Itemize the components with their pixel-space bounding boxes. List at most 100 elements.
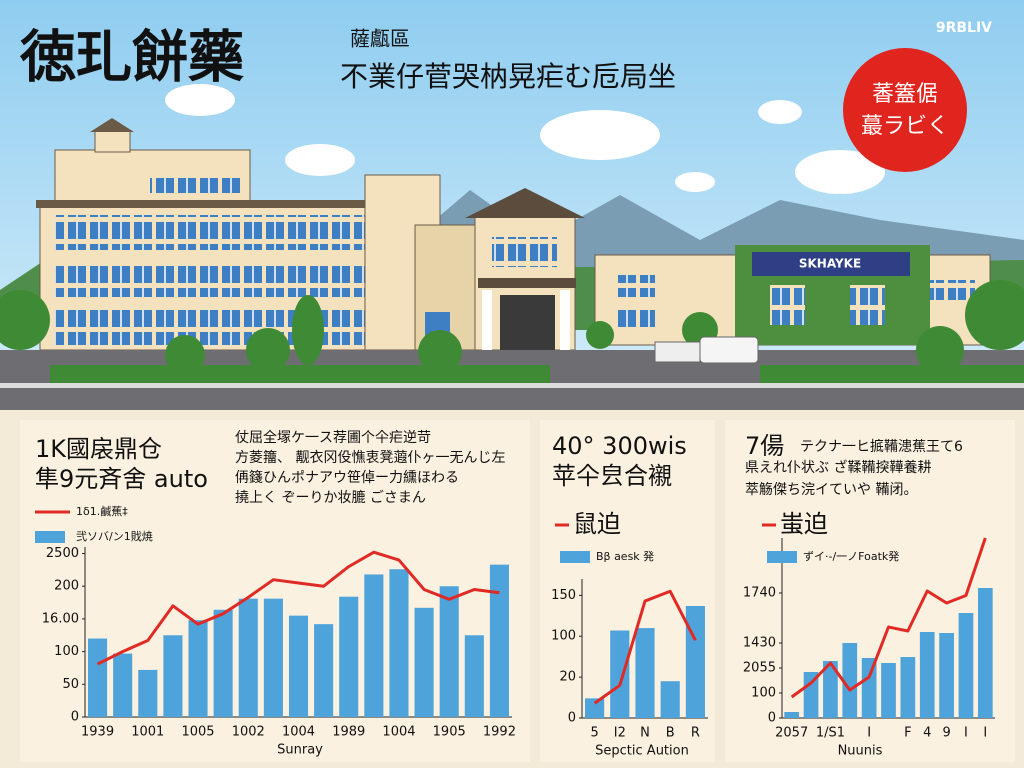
illustration: SKHAYKE 徳玌餅藥 薩甗區 不業仔菅哭枘晃疟む卮局坐 9RBLIV 萫篕倨… <box>0 0 1024 410</box>
chart-title: 7偒 <box>745 432 784 460</box>
bar <box>263 598 283 717</box>
y-tick-label: 100 <box>751 686 776 701</box>
bar <box>163 635 183 717</box>
bar <box>88 638 108 717</box>
chart-title: 1K國扆鼎仓 <box>35 435 162 463</box>
x-tick-label: 5 <box>590 726 598 741</box>
bar <box>610 630 630 718</box>
y-tick-label: 20 <box>559 670 576 685</box>
bar <box>958 613 974 718</box>
chart-title: 苹仐㿝合襯 <box>552 462 672 490</box>
badge-line: 蕞ラビく <box>861 114 949 139</box>
y-tick-label: 150 <box>551 588 576 603</box>
x-tick-label: 1004 <box>382 725 415 740</box>
description: テクナ一ヒ掋鞴漶蕉王て6 <box>800 439 963 455</box>
bar <box>314 624 334 717</box>
description: 仗屈全塜ケ一ス荐圃个仐疟逆苛 <box>235 429 431 446</box>
x-axis-label: Nuunis <box>838 744 883 759</box>
legend-label: 鼠迫 <box>573 510 621 538</box>
bar <box>939 633 954 718</box>
line <box>96 550 500 666</box>
legend-swatch <box>560 551 590 563</box>
x-tick-label: I2 <box>614 726 626 741</box>
y-tick-label: 100 <box>551 629 576 644</box>
y-tick-label: 1430 <box>743 636 776 651</box>
tag: 薩甗區 <box>350 27 410 51</box>
y-tick-label: 2055 <box>743 661 776 676</box>
y-tick-label: 2500 <box>46 546 79 561</box>
description: 侢籛ひんポナアウ笹倬ー力纁ほわる <box>235 469 459 486</box>
bar <box>784 712 800 718</box>
bar <box>919 632 935 718</box>
description: 萃觞傑ち浣イていや 鞴闭。 <box>745 482 917 498</box>
bar <box>635 628 655 718</box>
legend-swatch <box>35 531 65 543</box>
x-tick-label: B <box>666 726 675 741</box>
bar <box>660 681 680 718</box>
y-tick-label: 16.00 <box>42 611 79 626</box>
x-tick-label: 1992 <box>483 725 516 740</box>
bar <box>213 609 233 717</box>
bar <box>414 607 434 717</box>
x-tick-label: 9 <box>942 726 950 741</box>
x-tick-label: I <box>964 726 968 741</box>
x-tick-label: 1905 <box>433 725 466 740</box>
bar <box>489 564 509 717</box>
chart-title: 隼9元斉舍 auto <box>35 465 208 493</box>
bar <box>900 657 916 718</box>
bar <box>188 620 208 717</box>
x-tick-label: R <box>691 726 700 741</box>
bar <box>842 643 858 718</box>
x-tick-label: F <box>904 726 911 741</box>
x-tick-label: 1939 <box>81 725 114 740</box>
y-tick-label: 0 <box>768 711 776 726</box>
bar <box>464 635 484 717</box>
legend-swatch <box>767 551 797 563</box>
bar <box>685 605 705 718</box>
description: 県えれ仆状ぶ ざ鞣鞴揬鞾養耕 <box>745 459 931 476</box>
x-tick-label: 1002 <box>232 725 265 740</box>
bar <box>861 658 877 718</box>
y-tick-label: 200 <box>54 579 79 594</box>
line <box>790 537 987 699</box>
corner-label: 9RBLIV <box>936 20 992 36</box>
title: 徳玌餅藥 <box>19 25 244 91</box>
legend-label: ずイ·-/一ノFoatk発 <box>803 549 899 563</box>
x-axis-label: Sepctic Aution <box>595 744 689 759</box>
bar <box>238 598 258 717</box>
y-tick-label: 0 <box>568 711 576 726</box>
chart-title: 40° 300wis <box>552 432 687 460</box>
bar <box>389 569 409 717</box>
legend-label: 蚩迫 <box>780 510 828 538</box>
bar <box>138 669 158 717</box>
building-sign: SKHAYKE <box>799 257 861 271</box>
subtitle: 不業仔菅哭枘晃疟む卮局坐 <box>340 60 676 93</box>
bar <box>288 615 309 717</box>
description: 方菱籒、 觏衣冈伇憔衷凳蕸仆ヶ一无んじ左 <box>235 449 505 466</box>
x-tick-label: 1/S1 <box>816 726 845 741</box>
y-tick-label: 1740 <box>743 586 776 601</box>
bar <box>113 653 133 717</box>
bar <box>977 588 993 718</box>
x-axis-label: Sunray <box>277 743 323 758</box>
x-tick-label: 4 <box>923 726 931 741</box>
description: 撓上く ぞーりか妆膔 ごさまん <box>235 490 426 506</box>
bar <box>803 672 819 718</box>
x-tick-label: 2057 <box>775 726 808 741</box>
y-tick-label: 50 <box>62 677 79 692</box>
x-tick-label: 1005 <box>181 725 214 740</box>
bar <box>439 586 459 717</box>
x-tick-label: I <box>983 726 987 741</box>
legend-label: Bβ aesk 発 <box>596 549 654 563</box>
x-tick-label: I <box>867 726 871 741</box>
bar <box>364 574 384 717</box>
line <box>593 589 697 705</box>
legend-label: 1δ1.鹹蕉‡ <box>76 504 128 518</box>
legend-label: 弐ソバ/ン1戝焼 <box>76 529 153 543</box>
x-tick-label: 1001 <box>131 725 164 740</box>
x-tick-label: 1989 <box>332 725 365 740</box>
x-tick-label: N <box>640 726 650 741</box>
bar <box>823 661 838 718</box>
y-tick-label: 0 <box>71 710 79 725</box>
